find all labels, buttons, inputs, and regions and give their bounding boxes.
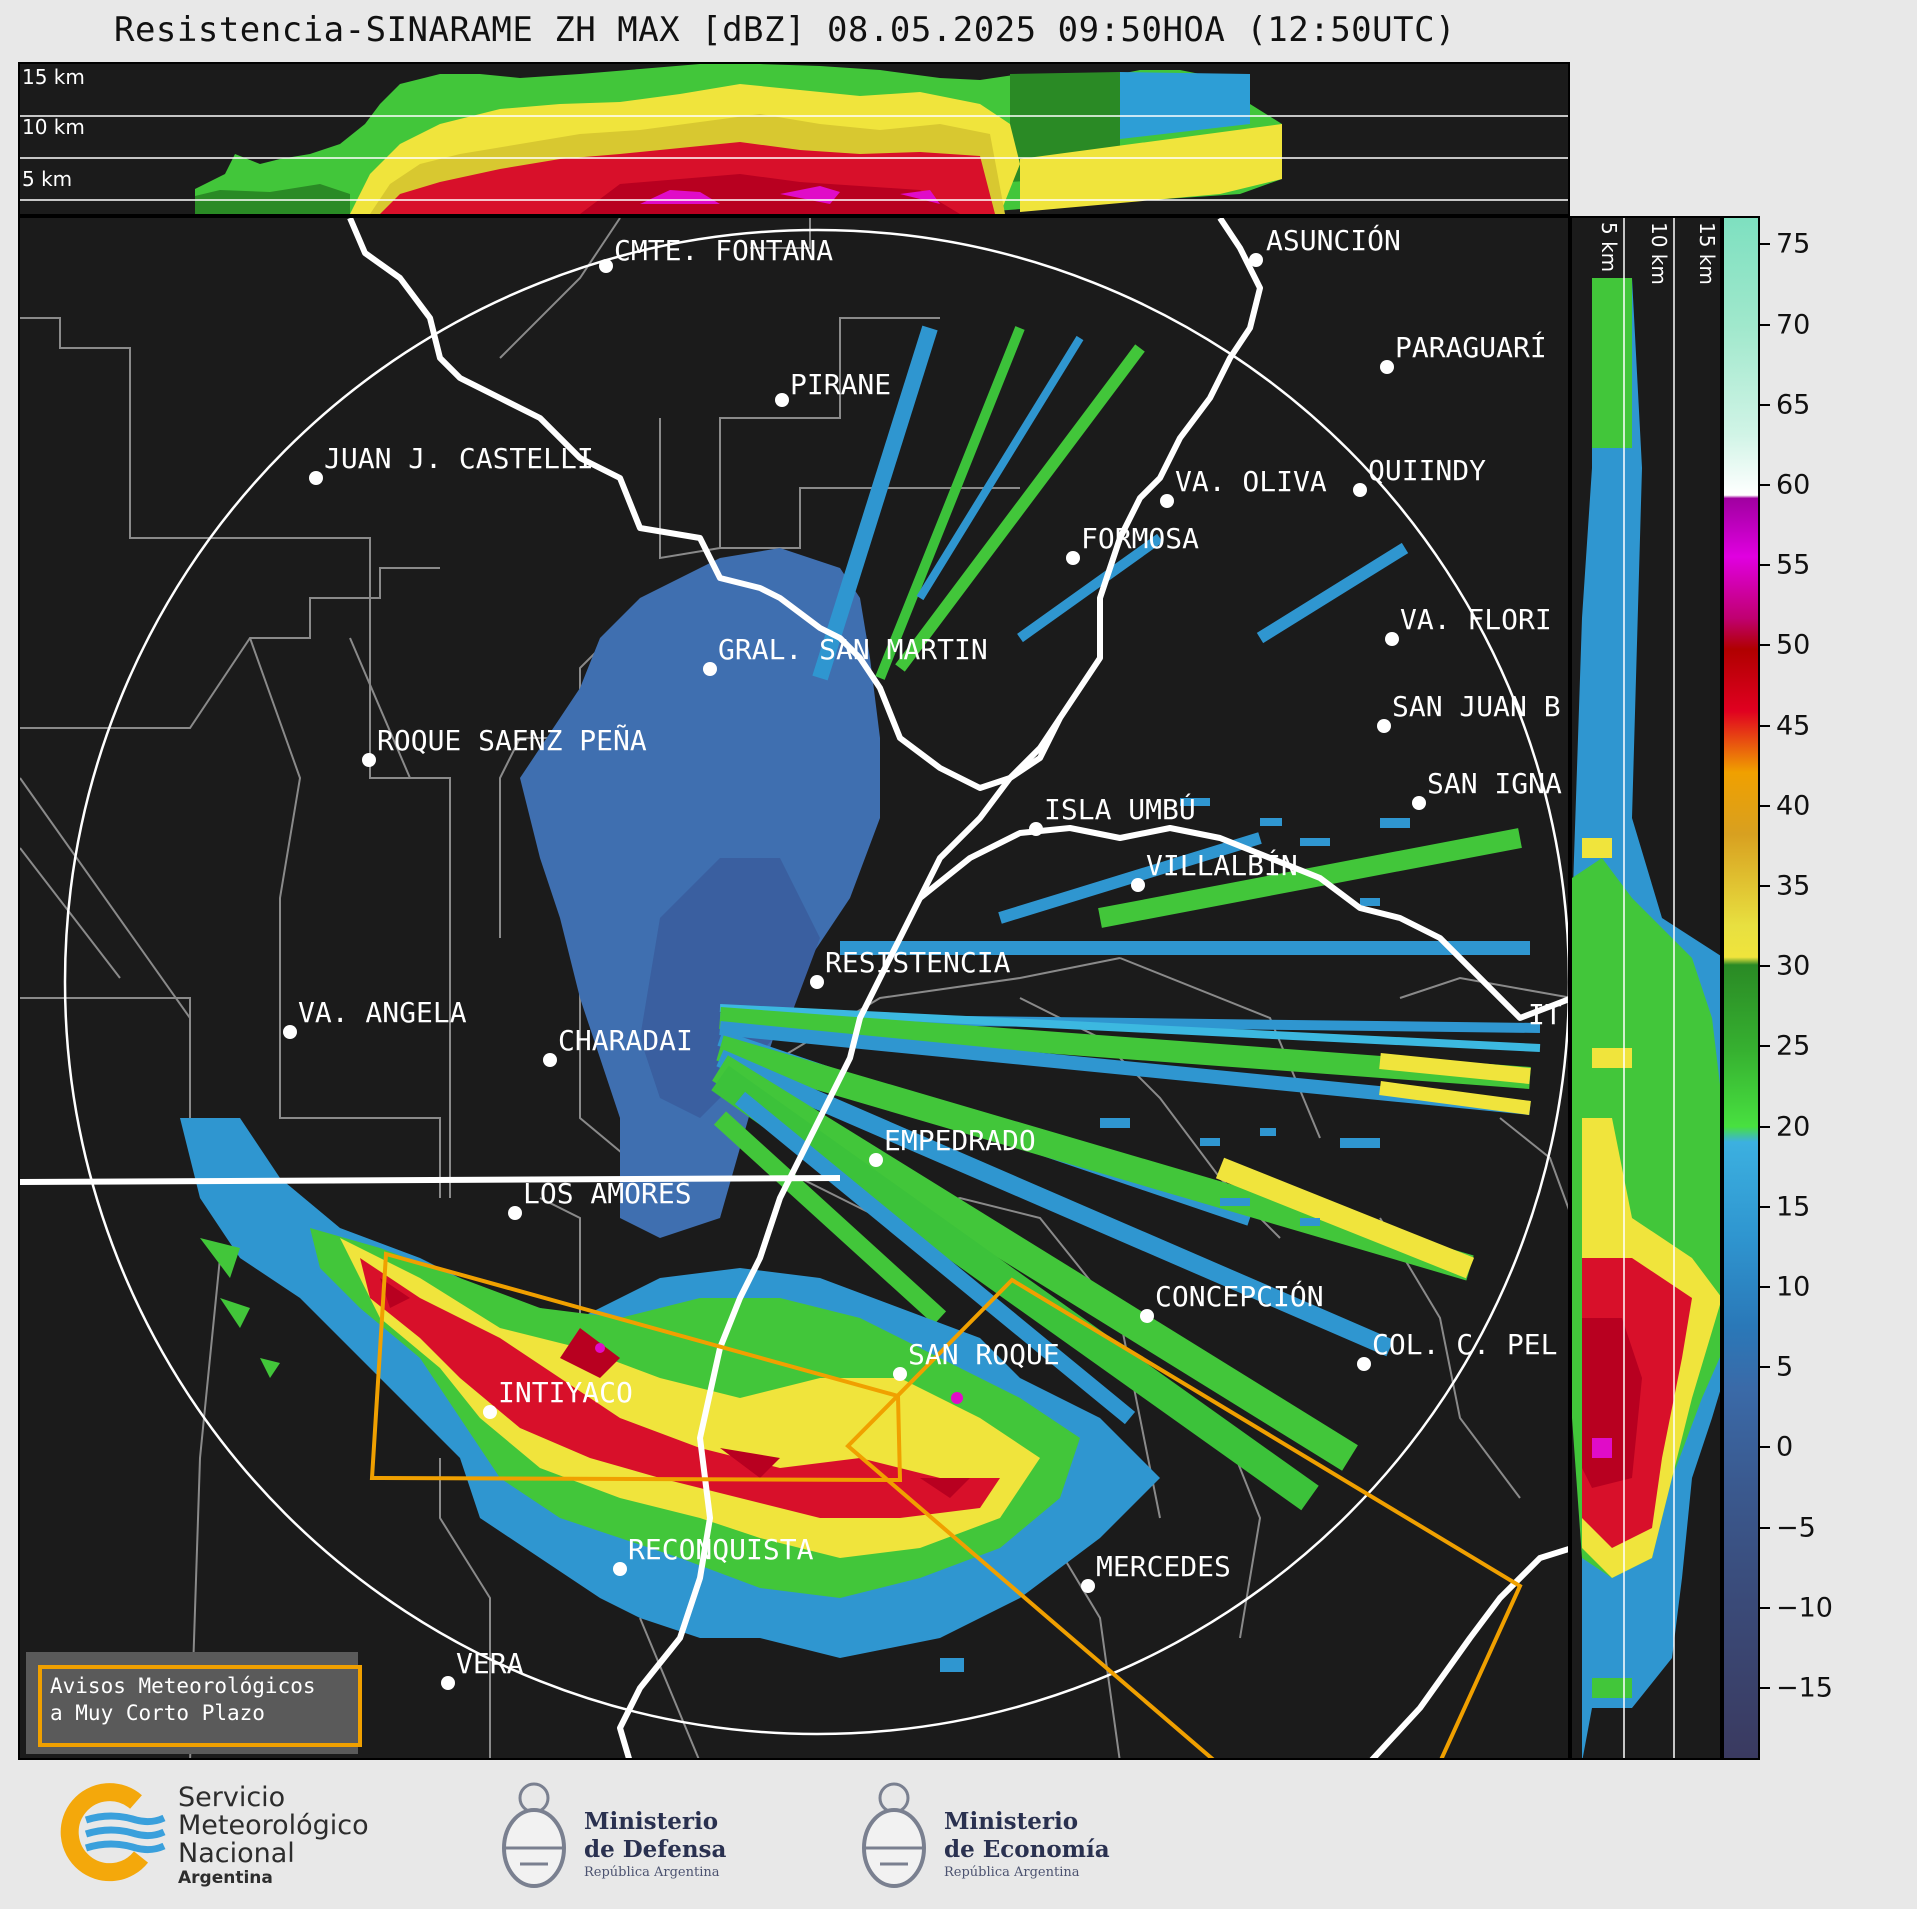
warning-polygons <box>369 1251 1523 1758</box>
tick-70: 70 <box>1776 309 1811 341</box>
label-roque-saenz-pena: ROQUE SAENZ PEÑA <box>377 723 647 757</box>
tick-10: 10 <box>1776 1271 1811 1303</box>
tick-60: 60 <box>1776 469 1811 501</box>
tick-minus10: −10 <box>1776 1592 1833 1624</box>
rivers-borders <box>20 218 1568 1758</box>
top-cross-section-panel: 15 km 10 km 5 km <box>18 62 1570 216</box>
scattered-echoes <box>940 798 1410 1672</box>
label-paraguari: PARAGUARÍ <box>1395 330 1547 364</box>
label-empedrado: EMPEDRADO <box>884 1124 1036 1157</box>
height-label-15km: 15 km <box>22 65 85 89</box>
label-va-angela: VA. ANGELA <box>298 996 467 1029</box>
smn-line-2: Meteorológico <box>178 1810 369 1841</box>
clear-air-echo <box>520 548 880 1238</box>
dbz-colorbar <box>1722 216 1760 1760</box>
economia-line-1: Ministerio <box>944 1808 1079 1835</box>
label-san-ignacio: SAN IGNA <box>1427 767 1562 800</box>
label-juan-castelli: JUAN J. CASTELLI <box>324 442 594 475</box>
city-labels: CMTE. FONTANA ASUNCIÓN PIRANE PARAGUARÍ … <box>298 223 1562 1680</box>
smn-line-4: Argentina <box>178 1868 273 1888</box>
tick-45: 45 <box>1776 710 1811 742</box>
tick-75: 75 <box>1776 228 1811 260</box>
map-title: Resistencia-SINARAME ZH MAX [dBZ] 08.05.… <box>113 10 1457 50</box>
tick-15: 15 <box>1776 1191 1811 1223</box>
range-ring <box>63 228 1568 1736</box>
label-concepcion: CONCEPCIÓN <box>1155 1279 1324 1313</box>
tick-55: 55 <box>1776 549 1811 581</box>
label-vera: VERA <box>456 1647 524 1680</box>
label-intiyaco: INTIYACO <box>498 1376 633 1409</box>
label-it: IT <box>1528 998 1562 1031</box>
height-label-10km: 10 km <box>22 115 85 139</box>
notice-line-2: a Muy Corto Plazo <box>50 1701 265 1725</box>
argentina-coat-of-arms-icon <box>502 1782 566 1888</box>
tick-50: 50 <box>1776 629 1811 661</box>
label-col-pel: COL. C. PEL <box>1372 1328 1557 1361</box>
smn-line-1: Servicio <box>178 1782 286 1813</box>
smn-logo-icon <box>60 1783 166 1882</box>
side-label-15km: 15 km <box>1695 222 1719 285</box>
label-charadai: CHARADAI <box>558 1024 693 1057</box>
warning-notice-box: Avisos Meteorológicos a Muy Corto Plazo <box>26 1652 362 1754</box>
tick-35: 35 <box>1776 870 1811 902</box>
label-isla-umbu: ISLA UMBÚ <box>1044 792 1196 826</box>
tick-minus15: −15 <box>1776 1672 1833 1704</box>
label-quiindy: QUIINDY <box>1368 454 1486 487</box>
label-mercedes: MERCEDES <box>1096 1550 1231 1583</box>
economia-line-2: de Economía <box>944 1836 1110 1863</box>
label-formosa: FORMOSA <box>1081 522 1199 555</box>
notice-line-1: Avisos Meteorológicos <box>50 1674 316 1698</box>
label-san-juan-b: SAN JUAN B <box>1392 690 1561 723</box>
label-los-amores: LOS AMORES <box>523 1177 692 1210</box>
label-va-oliva: VA. OLIVA <box>1175 465 1327 498</box>
tick-30: 30 <box>1776 950 1811 982</box>
label-cmte-fontana: CMTE. FONTANA <box>614 234 833 267</box>
side-label-5km: 5 km <box>1597 222 1621 272</box>
defensa-line-3: República Argentina <box>584 1865 720 1880</box>
top-echo-profile <box>195 64 1282 214</box>
city-markers <box>283 253 1426 1690</box>
smn-line-3: Nacional <box>178 1838 295 1869</box>
footer-logos: Servicio Meteorológico Nacional Argentin… <box>0 1760 1917 1909</box>
tick-25: 25 <box>1776 1030 1811 1062</box>
economia-line-3: República Argentina <box>944 1865 1080 1880</box>
argentina-coat-of-arms-icon-2 <box>862 1782 926 1888</box>
tick-5: 5 <box>1776 1351 1794 1383</box>
side-cross-section-panel: 5 km 10 km 15 km <box>1570 216 1722 1760</box>
tick-minus5: −5 <box>1776 1512 1816 1544</box>
height-label-5km: 5 km <box>22 167 72 191</box>
label-resistencia: RESISTENCIA <box>825 946 1011 979</box>
side-label-10km: 10 km <box>1647 222 1671 285</box>
tick-65: 65 <box>1776 389 1811 421</box>
label-villalbin: VILLALBÍN <box>1146 848 1298 882</box>
side-echo-profile <box>1572 278 1720 1758</box>
label-reconquista: RECONQUISTA <box>628 1533 814 1566</box>
tick-0: 0 <box>1776 1431 1794 1463</box>
tick-20: 20 <box>1776 1111 1811 1143</box>
defensa-line-2: de Defensa <box>584 1836 727 1863</box>
label-pirane: PIRANE <box>790 368 891 401</box>
label-gral-san-martin: GRAL. SAN MARTIN <box>718 633 988 666</box>
defensa-line-1: Ministerio <box>584 1808 719 1835</box>
tick-40: 40 <box>1776 790 1811 822</box>
label-san-roque: SAN ROQUE <box>908 1338 1060 1371</box>
label-asuncion: ASUNCIÓN <box>1266 223 1401 257</box>
label-va-florida: VA. FLORI <box>1400 603 1552 636</box>
radar-map: CMTE. FONTANA ASUNCIÓN PIRANE PARAGUARÍ … <box>18 216 1570 1760</box>
